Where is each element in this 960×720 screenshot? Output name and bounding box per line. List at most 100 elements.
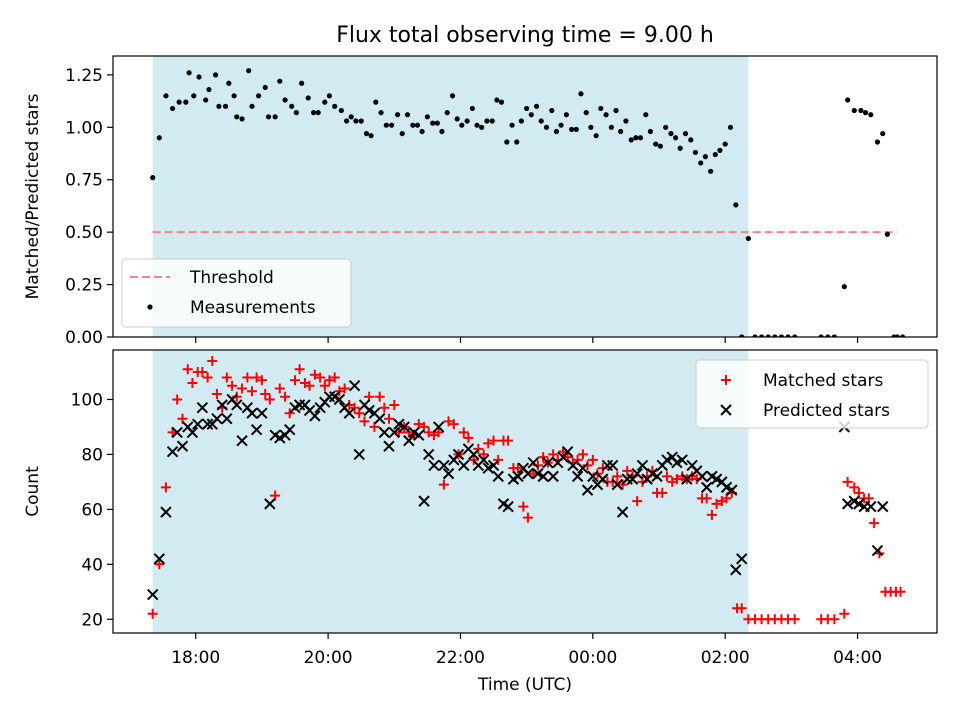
data-point xyxy=(563,112,569,118)
data-point xyxy=(592,468,603,479)
data-point xyxy=(603,112,609,118)
data-point xyxy=(444,110,450,116)
data-point xyxy=(831,334,838,337)
data-point xyxy=(176,440,189,452)
data-point xyxy=(636,459,649,472)
data-point xyxy=(492,470,504,483)
y-tick-label: 0.25 xyxy=(65,276,103,296)
data-point xyxy=(567,459,579,472)
data-point xyxy=(192,418,204,430)
data-point xyxy=(403,434,415,447)
data-point xyxy=(688,137,694,143)
axes-frame xyxy=(112,349,938,634)
data-point xyxy=(577,449,588,460)
data-point xyxy=(483,438,494,449)
data-point xyxy=(597,463,608,474)
data-point xyxy=(309,369,320,380)
data-point xyxy=(759,334,765,337)
data-point xyxy=(239,116,245,122)
data-point xyxy=(503,435,514,446)
data-point xyxy=(378,426,391,439)
data-point xyxy=(514,139,520,145)
data-point xyxy=(877,500,889,513)
data-point xyxy=(284,423,296,436)
data-point xyxy=(358,118,364,124)
data-point xyxy=(183,99,189,105)
data-point xyxy=(884,231,890,237)
data-point xyxy=(657,143,663,149)
data-point xyxy=(264,498,276,510)
data-point xyxy=(430,120,436,126)
data-point xyxy=(561,445,574,458)
data-point xyxy=(154,559,165,570)
x-tick-label: 22:00 xyxy=(436,648,485,668)
y-tick-label: 80 xyxy=(81,445,103,465)
data-point xyxy=(489,118,495,124)
data-point xyxy=(418,495,430,507)
data-point xyxy=(612,471,623,482)
data-point xyxy=(353,448,365,461)
data-point xyxy=(502,500,514,513)
data-point xyxy=(207,355,218,366)
data-point xyxy=(633,135,639,141)
data-point xyxy=(294,364,305,375)
data-point xyxy=(413,429,425,441)
data-point xyxy=(643,112,649,118)
data-point xyxy=(671,474,682,485)
data-point xyxy=(216,399,228,411)
data-point xyxy=(389,399,400,410)
data-point xyxy=(309,410,321,422)
data-point xyxy=(404,112,411,118)
data-point xyxy=(504,139,510,145)
data-point xyxy=(708,168,714,174)
data-point xyxy=(227,380,238,391)
data-point xyxy=(542,456,554,469)
data-point xyxy=(616,506,629,518)
data-point xyxy=(668,130,674,137)
data-point xyxy=(712,151,718,158)
data-point xyxy=(841,284,847,290)
data-point xyxy=(212,72,219,78)
data-point xyxy=(315,110,321,116)
y-tick-label: 60 xyxy=(81,500,103,520)
data-point xyxy=(197,366,208,377)
data-point xyxy=(242,372,253,383)
data-point xyxy=(250,423,263,436)
data-point xyxy=(299,80,305,86)
data-point xyxy=(163,93,169,99)
data-point xyxy=(532,460,543,471)
data-point xyxy=(839,608,850,619)
data-point xyxy=(246,68,252,74)
data-point xyxy=(739,334,745,337)
data-point xyxy=(628,137,634,143)
data-point xyxy=(463,432,474,443)
data-point xyxy=(349,402,360,413)
data-point xyxy=(623,118,629,124)
data-point xyxy=(721,493,732,504)
y-axis-label: Count xyxy=(23,466,43,517)
data-point xyxy=(282,97,288,103)
data-point xyxy=(172,394,183,405)
chart-title: Flux total observing time = 9.00 h xyxy=(336,23,714,48)
data-point xyxy=(598,105,604,112)
data-point xyxy=(231,391,242,402)
data-point xyxy=(177,413,188,424)
data-point xyxy=(260,388,271,399)
data-point xyxy=(147,588,159,601)
x-axis-label: Time (UTC) xyxy=(477,675,572,695)
data-point xyxy=(701,493,712,504)
data-point xyxy=(315,372,326,383)
data-point xyxy=(211,388,222,399)
data-point xyxy=(454,116,460,122)
top-panel: 0.00 0.25 0.50 0.75 1.00 1.25 Matched/Predicte… xyxy=(23,55,938,348)
data-point xyxy=(549,107,555,114)
data-point xyxy=(449,93,456,99)
data-point xyxy=(221,412,233,425)
data-point xyxy=(488,435,499,446)
data-point xyxy=(458,427,469,438)
data-point xyxy=(736,603,747,614)
data-point xyxy=(895,586,906,597)
data-point xyxy=(717,147,723,153)
data-point xyxy=(442,467,455,480)
data-point xyxy=(410,122,416,128)
